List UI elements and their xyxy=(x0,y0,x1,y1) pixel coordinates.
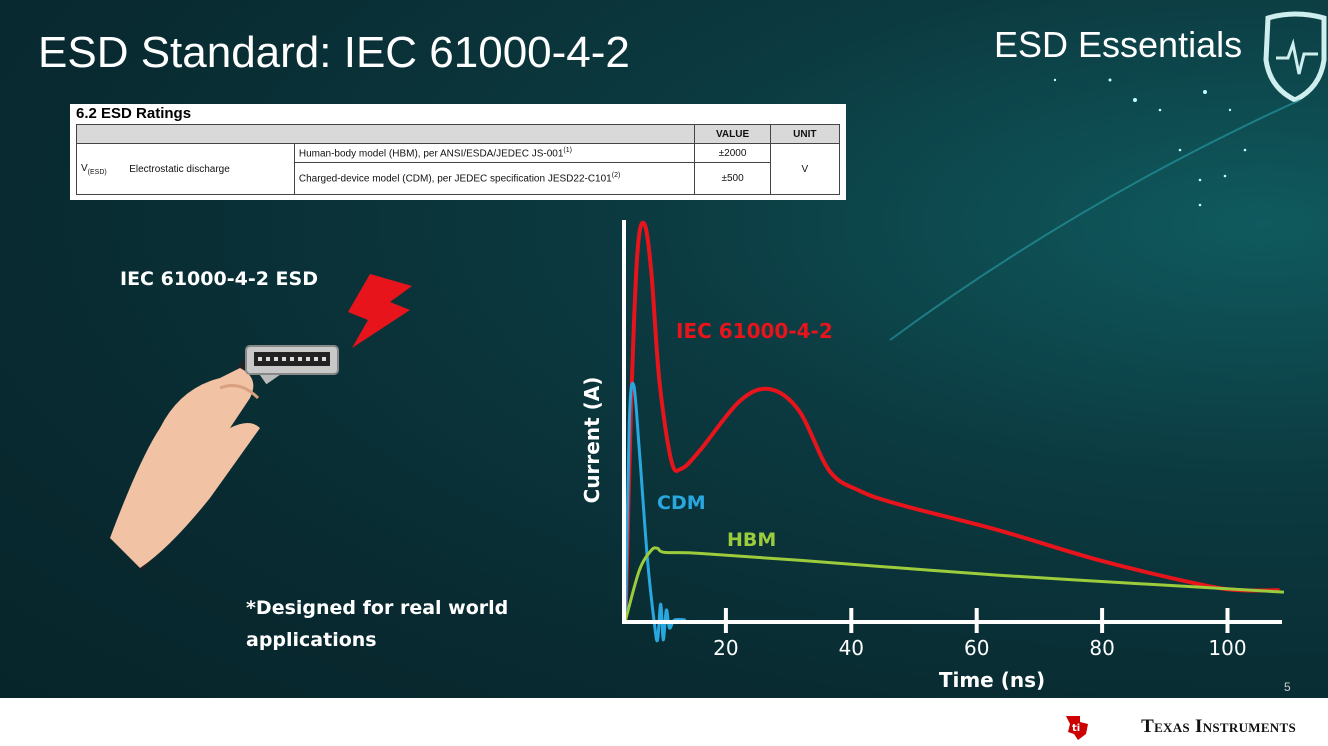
y-axis-label: Current (A) xyxy=(580,377,604,504)
header-blank xyxy=(75,124,696,144)
x-tick-label: 80 xyxy=(1089,636,1114,660)
unit-cell: V xyxy=(769,143,841,195)
symbol: V xyxy=(81,162,88,174)
svg-text:ti: ti xyxy=(1072,723,1080,734)
symbol-sub: (ESD) xyxy=(87,168,107,176)
series-line-cdm xyxy=(624,381,686,643)
cdm-value: ±500 xyxy=(694,162,771,195)
hand-holding-hdmi-cable-illustration xyxy=(110,274,412,571)
real-world-note: *Designed for real world applications xyxy=(246,592,508,656)
x-axis-label: Time (ns) xyxy=(939,668,1045,692)
header-unit: UNIT xyxy=(769,124,841,144)
hbm-condition-text: Human-body model (HBM), per ANSI/ESDA/JE… xyxy=(298,148,564,160)
parameter-cell: Electrostatic discharge xyxy=(125,143,295,195)
series-line-hbm xyxy=(624,546,1285,621)
cdm-condition: Charged-device model (CDM), per JEDEC sp… xyxy=(293,162,696,195)
company-name: Texas Instruments xyxy=(1141,716,1296,737)
footer-bar: ti Texas Instruments xyxy=(0,698,1328,746)
note-line-1: *Designed for real world xyxy=(246,597,509,619)
slide-title: ESD Standard: IEC 61000-4-2 xyxy=(38,28,630,77)
brand-title: ESD Essentials xyxy=(994,24,1243,65)
footnote-1: (1) xyxy=(563,146,572,154)
esd-ratings-table: 6.2 ESD Ratings VALUE UNIT V(ESD) Electr… xyxy=(70,104,846,200)
series-label-hbm: HBM xyxy=(727,529,776,551)
footnote-2: (2) xyxy=(611,172,621,180)
symbol-cell: V(ESD) xyxy=(76,143,126,195)
cdm-condition-text: Charged-device model (CDM), per JEDEC sp… xyxy=(298,173,612,185)
lightning-bolt-icon xyxy=(348,274,412,348)
page-number: 5 xyxy=(1284,680,1291,694)
table-caption: 6.2 ESD Ratings xyxy=(76,105,192,122)
shield-logo-icon xyxy=(1263,11,1327,102)
ti-logo-icon: ti xyxy=(1066,716,1088,740)
x-tick-label: 40 xyxy=(839,636,864,660)
x-tick-label: 60 xyxy=(964,636,989,660)
note-line-2: applications xyxy=(246,629,377,651)
x-tick-label: 20 xyxy=(713,636,738,660)
series-line-iec-61000-4-2 xyxy=(623,220,1280,621)
iec-esd-label: IEC 61000-4-2 ESD xyxy=(120,268,318,290)
series-label-iec: IEC 61000-4-2 xyxy=(676,319,833,343)
series-label-cdm: CDM xyxy=(657,492,706,514)
x-tick-label: 100 xyxy=(1208,636,1246,660)
